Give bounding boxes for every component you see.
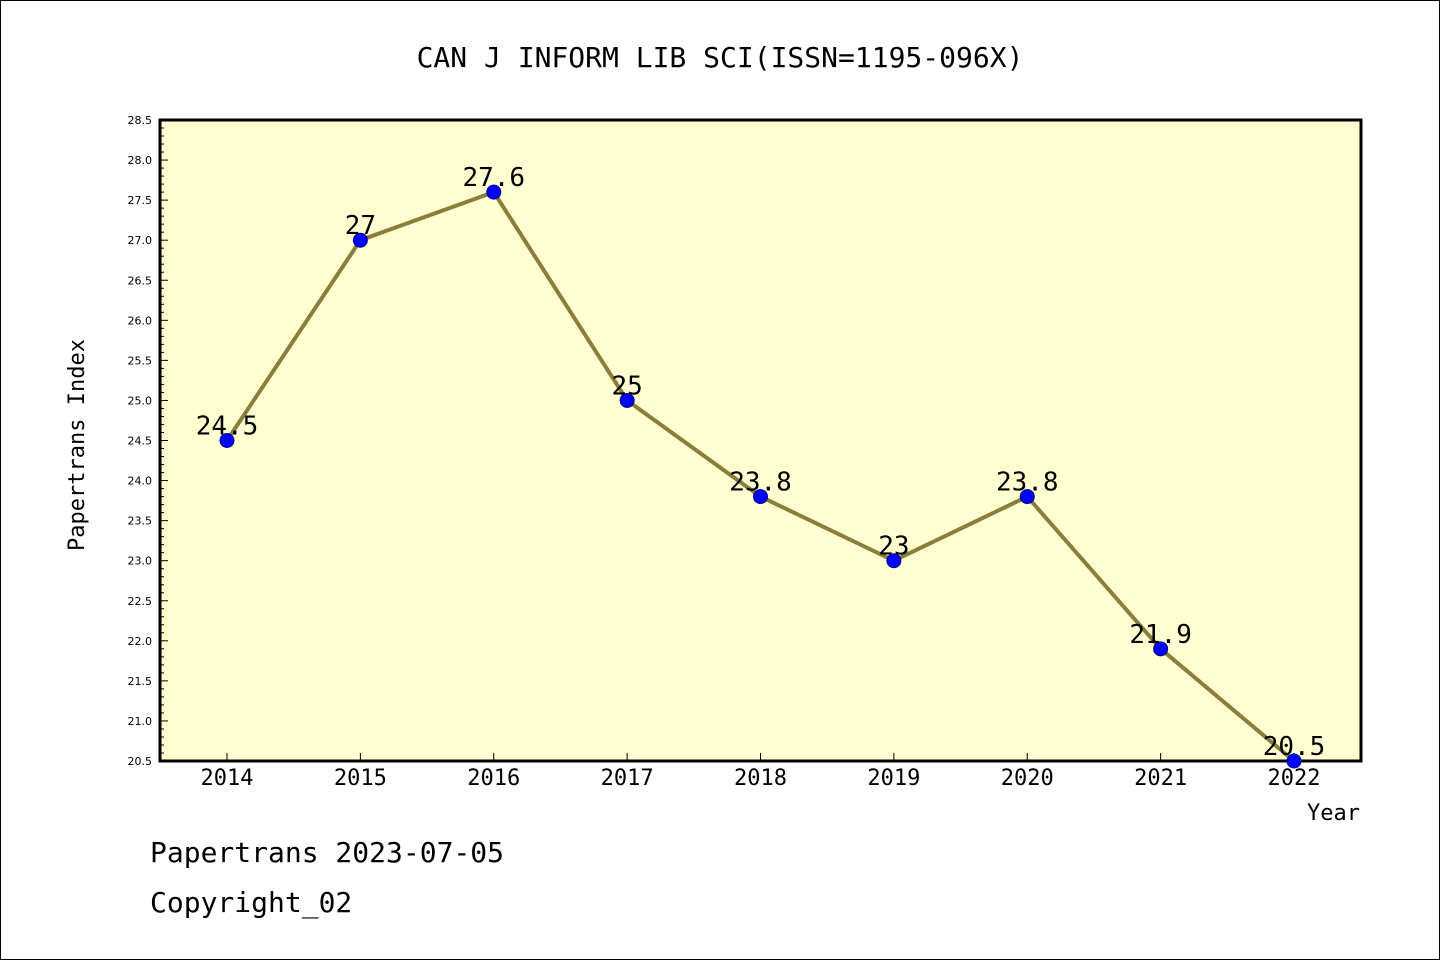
chart-title: CAN J INFORM LIB SCI(ISSN=1195-096X) bbox=[417, 41, 1024, 74]
data-point bbox=[619, 392, 635, 408]
y-tick-label: 21.0 bbox=[128, 715, 153, 728]
data-label: 27.6 bbox=[462, 163, 525, 193]
data-label: 23.8 bbox=[996, 468, 1059, 498]
data-label: 21.9 bbox=[1129, 620, 1192, 650]
y-tick-label: 23.0 bbox=[128, 555, 153, 568]
x-tick-label: 2022 bbox=[1268, 766, 1321, 791]
x-axis-label: Year bbox=[1307, 801, 1360, 826]
data-point bbox=[1153, 641, 1169, 657]
y-tick-label: 28.5 bbox=[128, 114, 153, 127]
x-tick-label: 2014 bbox=[201, 766, 254, 791]
y-tick-label: 25.5 bbox=[128, 354, 153, 367]
x-axis-ticks: 2014 2015 2016 2017 2018 2019 2020 2021 2022 bbox=[201, 753, 1321, 791]
data-point bbox=[352, 232, 368, 248]
y-tick-label: 24.5 bbox=[128, 435, 153, 448]
y-axis-ticks: 20.5 21.0 21.5 22.0 22.5 23.0 23.5 24.0 24.5 25.0… bbox=[128, 114, 168, 768]
x-tick-label: 2021 bbox=[1134, 766, 1187, 791]
y-tick-label: 25.0 bbox=[128, 394, 153, 407]
data-point bbox=[886, 553, 902, 569]
footer-copyright: Copyright_02 bbox=[150, 886, 353, 919]
y-tick-label: 27.0 bbox=[128, 234, 153, 247]
data-points bbox=[219, 184, 1302, 769]
y-axis-label: Papertrans Index bbox=[65, 339, 90, 551]
footer-date: Papertrans 2023-07-05 bbox=[150, 836, 505, 869]
data-label: 27 bbox=[345, 211, 376, 241]
data-point bbox=[1286, 753, 1302, 769]
data-point bbox=[219, 433, 235, 448]
x-tick-label: 2016 bbox=[467, 766, 520, 791]
data-point bbox=[1019, 489, 1035, 505]
data-label: 25 bbox=[611, 371, 642, 401]
y-tick-label: 20.5 bbox=[128, 755, 153, 768]
y-tick-label: 27.5 bbox=[128, 194, 153, 207]
y-tick-label: 23.5 bbox=[128, 515, 153, 528]
data-labels: 24.5 27 27.6 25 23.8 23 23.8 21.9 20.5 bbox=[196, 163, 1326, 762]
data-point bbox=[486, 184, 502, 200]
y-tick-label: 28.0 bbox=[128, 154, 153, 167]
x-tick-label: 2019 bbox=[867, 766, 920, 791]
data-label: 23.8 bbox=[729, 468, 792, 498]
data-label: 24.5 bbox=[196, 412, 259, 442]
y-tick-label: 21.5 bbox=[128, 675, 153, 688]
y-tick-label: 24.0 bbox=[128, 475, 153, 488]
x-tick-label: 2020 bbox=[1001, 766, 1054, 791]
x-tick-label: 2018 bbox=[734, 766, 787, 791]
data-label: 20.5 bbox=[1263, 732, 1326, 762]
x-tick-label: 2017 bbox=[601, 766, 654, 791]
y-tick-label: 22.5 bbox=[128, 595, 153, 608]
data-point bbox=[753, 489, 768, 505]
x-tick-label: 2015 bbox=[334, 766, 387, 791]
data-label: 23 bbox=[878, 532, 909, 562]
y-tick-label: 26.5 bbox=[128, 274, 153, 287]
y-tick-label: 22.0 bbox=[128, 635, 153, 648]
y-tick-label: 26.0 bbox=[128, 314, 153, 327]
